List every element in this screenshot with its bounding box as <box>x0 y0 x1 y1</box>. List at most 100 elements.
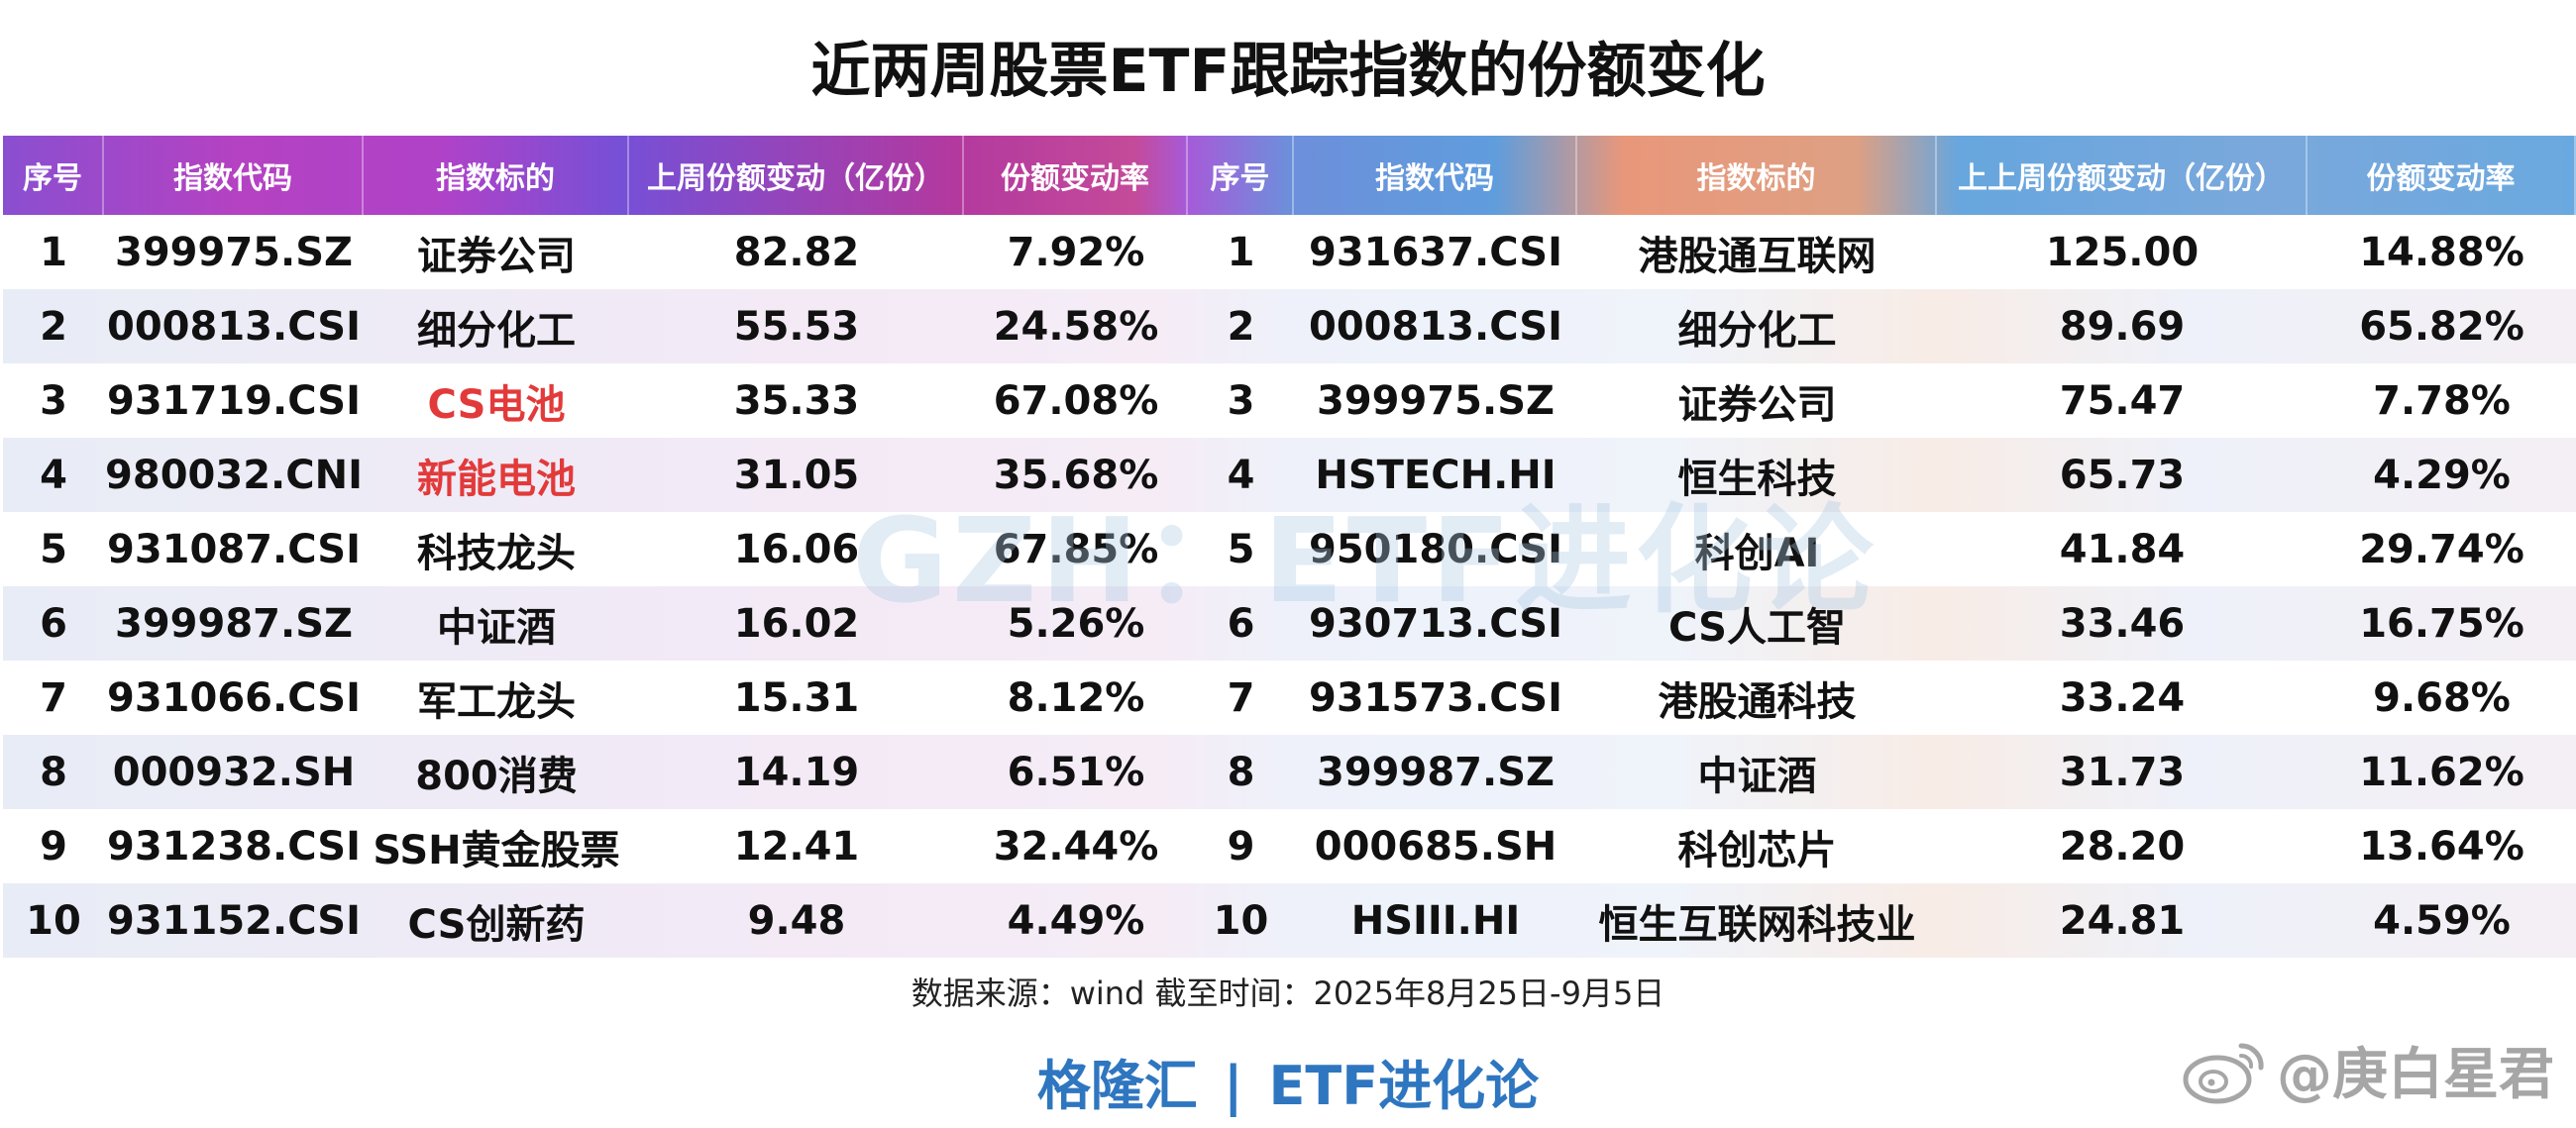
change-rate: 32.44% <box>993 823 1159 870</box>
share-change: 9.48 <box>747 897 846 944</box>
index-name: 证券公司 <box>417 233 576 279</box>
index-code: 399987.SZ <box>115 600 353 647</box>
index-code: 930713.CSI <box>1309 600 1562 647</box>
header-name-right: 指数标的 <box>1577 136 1937 215</box>
header-code-right: 指数代码 <box>1294 136 1577 215</box>
index-name: 细分化工 <box>417 307 576 354</box>
change-rate: 13.64% <box>2359 823 2524 870</box>
change-rate: 24.58% <box>993 303 1159 350</box>
change-rate: 16.75% <box>2359 600 2524 647</box>
share-change: 89.69 <box>2059 303 2186 350</box>
etf-table: 序号 指数代码 指数标的 上周份额变动（亿份） 份额变动率 序号 指数代码 指数… <box>3 136 2576 958</box>
change-rate: 4.29% <box>2373 452 2511 498</box>
row-index: 10 <box>26 897 81 944</box>
table-row: 4 980032.CNI 新能电池 31.05 35.68% 4 HSTECH.… <box>3 438 2576 512</box>
row-index: 6 <box>40 600 67 647</box>
share-change: 82.82 <box>733 229 860 275</box>
share-change: 65.73 <box>2059 452 2186 498</box>
index-name: 科创芯片 <box>1677 827 1837 873</box>
row-index: 5 <box>40 526 67 572</box>
data-source-note: 数据来源：wind 截至时间：2025年8月25日-9月5日 <box>911 974 1665 1012</box>
index-code: 950180.CSI <box>1309 526 1562 572</box>
header-rate-right: 份额变动率 <box>2308 136 2576 215</box>
weibo-icon <box>2183 1042 2264 1103</box>
share-change: 35.33 <box>733 377 860 424</box>
change-rate: 67.08% <box>993 377 1159 424</box>
change-rate: 11.62% <box>2359 749 2524 795</box>
header-index-left: 序号 <box>3 136 104 215</box>
row-index: 6 <box>1227 600 1255 647</box>
change-rate: 8.12% <box>1007 674 1145 721</box>
share-change: 16.02 <box>733 600 860 647</box>
index-name: 恒生科技 <box>1677 456 1837 502</box>
index-code: 399987.SZ <box>1317 749 1555 795</box>
row-index: 5 <box>1227 526 1255 572</box>
change-rate: 4.49% <box>1007 897 1145 944</box>
table-header: 序号 指数代码 指数标的 上周份额变动（亿份） 份额变动率 序号 指数代码 指数… <box>3 136 2576 215</box>
row-index: 7 <box>1227 674 1255 721</box>
table-row: 8 000932.SH 800消费 14.19 6.51% 8 399987.S… <box>3 735 2576 809</box>
table-row: 6 399987.SZ 中证酒 16.02 5.26% 6 930713.CSI… <box>3 586 2576 661</box>
footer-separator: | <box>1223 1055 1243 1117</box>
share-change: 16.06 <box>733 526 860 572</box>
share-change: 12.41 <box>733 823 860 870</box>
header-change-right: 上上周份额变动（亿份） <box>1937 136 2308 215</box>
table-row: 2 000813.CSI 细分化工 55.53 24.58% 2 000813.… <box>3 289 2576 363</box>
index-code: 931152.CSI <box>107 897 361 944</box>
index-code: 000813.CSI <box>107 303 361 350</box>
index-code: 931087.CSI <box>107 526 361 572</box>
row-index: 8 <box>40 749 67 795</box>
change-rate: 7.78% <box>2373 377 2511 424</box>
change-rate: 5.26% <box>1007 600 1145 647</box>
table-row: 7 931066.CSI 军工龙头 15.31 8.12% 7 931573.C… <box>3 661 2576 735</box>
index-name: 中证酒 <box>1697 753 1817 799</box>
change-rate: 65.82% <box>2359 303 2524 350</box>
share-change: 14.19 <box>733 749 860 795</box>
header-rate-left: 份额变动率 <box>964 136 1188 215</box>
share-change: 75.47 <box>2059 377 2186 424</box>
row-index: 1 <box>40 229 67 275</box>
index-code: HSTECH.HI <box>1315 452 1556 498</box>
header-index-right: 序号 <box>1188 136 1294 215</box>
row-index: 3 <box>1227 377 1255 424</box>
footer-brand-right: ETF进化论 <box>1268 1055 1540 1117</box>
share-change: 31.05 <box>733 452 860 498</box>
weibo-watermark: @庚白星君 <box>2182 1030 2554 1110</box>
index-name-highlighted: 新能电池 <box>417 456 576 502</box>
row-index: 7 <box>40 674 67 721</box>
index-code: 000813.CSI <box>1309 303 1562 350</box>
index-name: 科技龙头 <box>417 530 576 576</box>
table-row: 9 931238.CSI SSH黄金股票 12.41 32.44% 9 0006… <box>3 809 2576 883</box>
row-index: 9 <box>1227 823 1255 870</box>
index-code: 980032.CNI <box>105 452 363 498</box>
index-name: 800消费 <box>415 753 578 799</box>
weibo-handle: @庚白星君 <box>2277 1043 2554 1107</box>
index-code: 931066.CSI <box>107 674 361 721</box>
index-name: 港股通互联网 <box>1638 233 1877 279</box>
index-name: 港股通科技 <box>1658 678 1857 725</box>
row-index: 8 <box>1227 749 1255 795</box>
change-rate: 9.68% <box>2373 674 2511 721</box>
row-index: 4 <box>1227 452 1255 498</box>
row-index: 9 <box>40 823 67 870</box>
row-index: 2 <box>1227 303 1255 350</box>
header-code-left: 指数代码 <box>104 136 364 215</box>
change-rate: 29.74% <box>2359 526 2524 572</box>
footer-brand: 格隆汇 | ETF进化论 <box>0 1042 2576 1120</box>
index-code: 399975.SZ <box>115 229 353 275</box>
share-change: 15.31 <box>733 674 860 721</box>
row-index: 2 <box>40 303 67 350</box>
index-code: 000685.SH <box>1314 823 1557 870</box>
change-rate: 6.51% <box>1007 749 1145 795</box>
index-name: SSH黄金股票 <box>373 827 620 873</box>
index-name: CS创新药 <box>407 901 586 948</box>
change-rate: 35.68% <box>993 452 1159 498</box>
change-rate: 67.85% <box>993 526 1159 572</box>
index-code: 931637.CSI <box>1309 229 1562 275</box>
row-index: 4 <box>40 452 67 498</box>
table-row: 5 931087.CSI 科技龙头 16.06 67.85% 5 950180.… <box>3 512 2576 586</box>
share-change: 33.46 <box>2059 600 2186 647</box>
index-name: 细分化工 <box>1677 307 1837 354</box>
index-code: 931573.CSI <box>1309 674 1562 721</box>
header-change-left: 上周份额变动（亿份） <box>629 136 964 215</box>
